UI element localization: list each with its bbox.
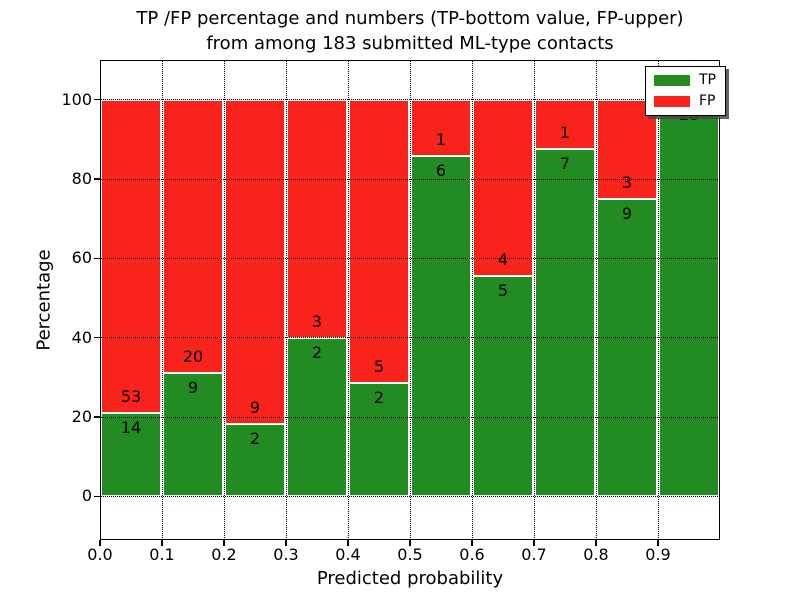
bar-count-label-fp: 4 — [497, 249, 509, 269]
bar-segment-tp — [163, 373, 223, 497]
bar-segment-fp — [597, 99, 657, 199]
legend-label: TP — [699, 72, 716, 88]
x-tick-mark — [161, 540, 163, 546]
chart-title-line2: from among 183 submitted ML-type contact… — [206, 33, 614, 54]
x-tick-mark — [533, 540, 535, 546]
x-tick-mark — [99, 540, 101, 546]
gridline-vertical — [471, 60, 473, 540]
x-tick-label: 0.4 — [335, 545, 361, 564]
gridline-vertical — [223, 60, 225, 540]
bar-segment-fp — [101, 99, 161, 414]
bar-segment-fp — [287, 99, 347, 338]
y-tick-label: 60 — [71, 248, 92, 268]
legend-swatch-tp — [654, 75, 690, 86]
y-axis-title: Percentage — [33, 249, 55, 351]
gridline-vertical — [533, 60, 535, 540]
bar-segment-tp — [411, 156, 471, 497]
x-tick-mark — [657, 540, 659, 546]
bar-count-label-fp: 3 — [311, 311, 323, 331]
bar-count-label-tp: 2 — [249, 429, 261, 449]
x-tick-label: 0.2 — [211, 545, 237, 564]
x-tick-mark — [471, 540, 473, 546]
x-tick-mark — [347, 540, 349, 546]
x-tick-label: 0.1 — [149, 545, 175, 564]
chart-title: TP /FP percentage and numbers (TP-bottom… — [100, 6, 720, 56]
bar-segment-fp — [473, 99, 533, 276]
y-tick-label: 20 — [71, 407, 92, 427]
y-tick-label: 100 — [61, 89, 92, 109]
bar-count-label-tp: 14 — [120, 418, 142, 438]
x-tick-label: 0.0 — [87, 545, 113, 564]
bar-count-label-tp: 7 — [559, 154, 571, 174]
plot-area: 53142099232521645173928 0204060801000.00… — [34, 60, 726, 589]
y-tick-mark — [94, 98, 100, 101]
bar-segment-tp — [535, 149, 595, 497]
x-tick-label: 0.9 — [645, 545, 671, 564]
bar-segment-tp — [225, 424, 285, 497]
x-tick-label: 0.3 — [273, 545, 299, 564]
bar-segment-tp — [101, 413, 161, 497]
gridline-vertical — [409, 60, 411, 540]
x-tick-mark — [223, 540, 225, 546]
bar-count-label-tp: 9 — [621, 203, 633, 223]
legend-item: TP — [654, 72, 716, 89]
bar-count-label-tp: 2 — [311, 342, 323, 362]
bar-count-label-fp: 20 — [182, 347, 204, 367]
bar-segment-tp — [659, 99, 719, 497]
y-tick-mark — [94, 257, 100, 260]
bar-count-label-fp: 9 — [249, 398, 261, 418]
bar-segment-fp — [411, 99, 471, 157]
bar-count-label-fp: 1 — [435, 130, 447, 150]
y-tick-label: 0 — [81, 486, 92, 506]
bar-segment-tp — [349, 382, 409, 497]
x-tick-label: 0.8 — [583, 545, 609, 564]
legend-label: FP — [699, 93, 716, 109]
bar-segment-fp — [349, 99, 409, 383]
bar-segment-fp — [225, 99, 285, 425]
gridline-vertical — [595, 60, 597, 540]
y-tick-mark — [94, 416, 100, 418]
bar-count-label-fp: 53 — [120, 387, 142, 407]
y-tick-label: 80 — [71, 169, 92, 188]
bar-segment-fp — [163, 99, 223, 374]
x-tick-label: 0.7 — [521, 545, 547, 564]
bar-segment-tp — [473, 275, 533, 497]
x-tick-label: 0.5 — [397, 545, 423, 564]
bar-count-label-fp: 5 — [373, 356, 385, 376]
bar-count-label-tp: 6 — [435, 161, 447, 181]
legend-swatch-fp — [654, 96, 690, 107]
bar-count-label-tp: 2 — [373, 387, 385, 407]
x-axis-title: Predicted probability — [316, 568, 504, 589]
x-tick-mark — [595, 540, 597, 546]
chart-title-line1: TP /FP percentage and numbers (TP-bottom… — [136, 8, 684, 29]
gridline-vertical — [347, 60, 349, 540]
bar-count-label-fp: 1 — [559, 123, 571, 143]
gridline-vertical — [161, 60, 163, 540]
bar-count-label-tp: 9 — [187, 378, 199, 398]
legend-box: TP FP — [645, 66, 726, 116]
x-tick-label: 0.6 — [459, 545, 485, 564]
legend-item: FP — [654, 93, 716, 110]
gridline-vertical — [285, 60, 287, 540]
y-tick-mark — [94, 495, 100, 498]
y-tick-label: 40 — [71, 327, 92, 347]
y-tick-mark — [94, 178, 100, 180]
gridline-vertical — [657, 60, 659, 540]
x-tick-mark — [409, 540, 411, 546]
bar-count-label-fp: 3 — [621, 172, 633, 192]
y-tick-mark — [94, 336, 100, 339]
bar-count-label-tp: 5 — [497, 280, 509, 300]
bar-segment-tp — [597, 198, 657, 497]
x-tick-mark — [285, 540, 287, 546]
